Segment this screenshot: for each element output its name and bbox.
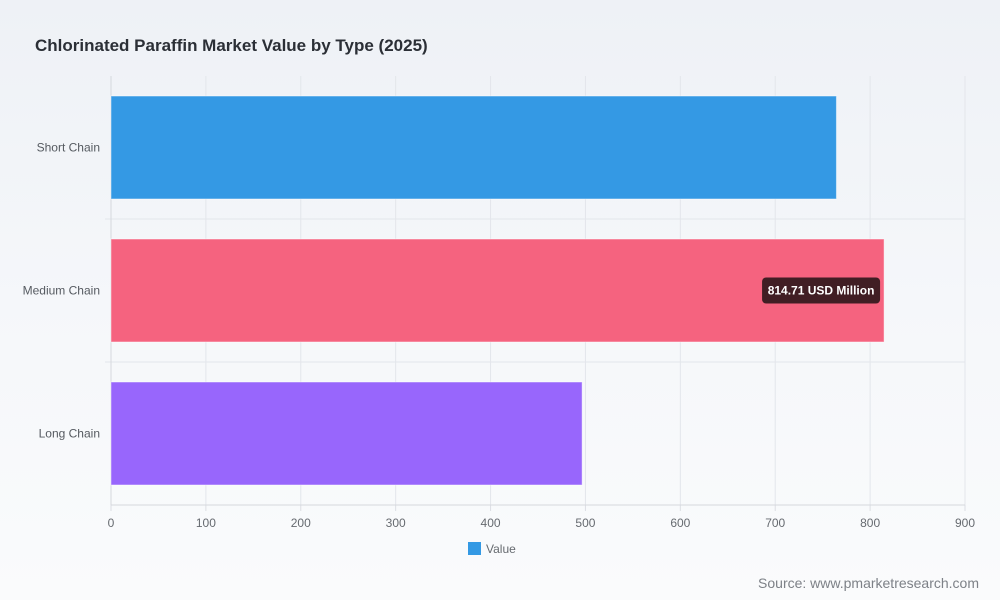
tooltip: 814.71 USD Million bbox=[762, 277, 881, 304]
x-tick-label: 100 bbox=[196, 516, 216, 530]
category-label: Long Chain bbox=[39, 427, 100, 441]
category-label: Short Chain bbox=[37, 141, 100, 155]
bar-short-chain[interactable] bbox=[110, 95, 837, 200]
x-tick-label: 900 bbox=[955, 516, 975, 530]
labels: 0 100 200 300 400 500 600 700 800 900 Short Chain M… bbox=[23, 141, 976, 531]
x-tick-label: 500 bbox=[575, 516, 595, 530]
bar-medium-chain[interactable] bbox=[110, 238, 885, 343]
tooltip-text: 814.71 USD Million bbox=[768, 284, 875, 298]
x-tick-label: 300 bbox=[386, 516, 406, 530]
legend-swatch[interactable] bbox=[468, 542, 481, 555]
x-tick-label: 400 bbox=[481, 516, 501, 530]
x-tick-label: 600 bbox=[670, 516, 690, 530]
source-note: Source: www.pmarketresearch.com bbox=[758, 575, 979, 591]
x-tick-label: 200 bbox=[291, 516, 311, 530]
tooltip-box bbox=[762, 277, 881, 304]
legend-label[interactable]: Value bbox=[486, 542, 516, 556]
category-label: Medium Chain bbox=[23, 284, 100, 298]
bar-long-chain[interactable] bbox=[110, 381, 583, 486]
chart-title: Chlorinated Paraffin Market Value by Typ… bbox=[35, 36, 428, 55]
x-tick-label: 700 bbox=[765, 516, 785, 530]
legend: Value bbox=[468, 542, 516, 556]
x-tick-label: 800 bbox=[860, 516, 880, 530]
x-tick-label: 0 bbox=[108, 516, 115, 530]
bars bbox=[110, 95, 885, 486]
